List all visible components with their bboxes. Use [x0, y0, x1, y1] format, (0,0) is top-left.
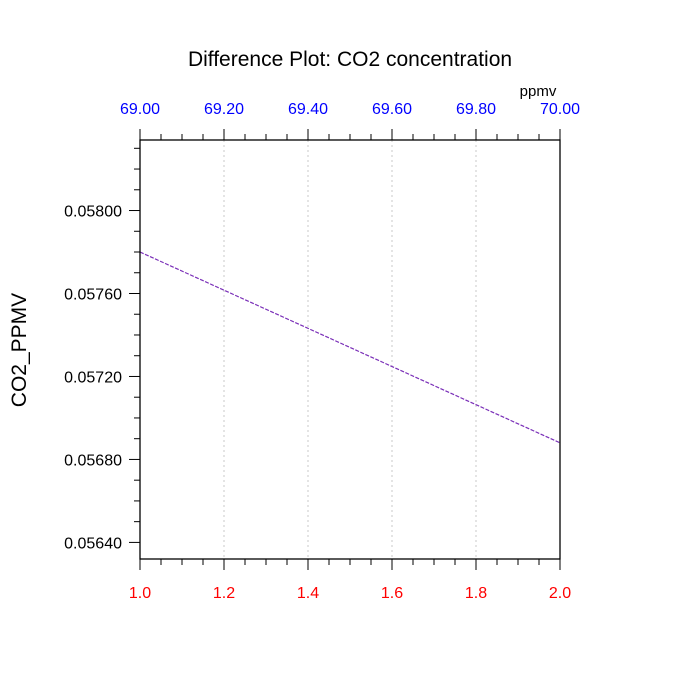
y-tick-label: 0.05640: [64, 535, 122, 552]
x-bottom-tick-label: 1.8: [465, 585, 487, 602]
y-axis-label: CO2_PPMV: [8, 293, 31, 407]
tick-labels: 1.0 1.2 1.4 1.6 1.8 2.0 69.00 69.20 69.40 69.60 69…: [64, 101, 580, 602]
x-top-tick-label: 69.00: [120, 101, 160, 118]
y-tick-label: 0.05760: [64, 286, 122, 303]
x-top-tick-label: 69.60: [372, 101, 412, 118]
y-tick-label: 0.05680: [64, 452, 122, 469]
x-bottom-tick-label: 1.4: [297, 585, 319, 602]
plot-series: [139, 251, 561, 444]
chart-title: Difference Plot: CO2 concentration: [188, 48, 512, 71]
x-top-tick-label: 70.00: [540, 101, 580, 118]
grid: [223, 140, 477, 559]
top-axis-label: ppmv: [520, 83, 557, 100]
x-top-tick-label: 69.20: [204, 101, 244, 118]
plot-frame: [139, 139, 561, 560]
x-bottom-tick-label: 1.2: [213, 585, 235, 602]
axis-ticks: [129, 129, 561, 570]
series-line: [139, 251, 561, 444]
x-bottom-tick-label: 2.0: [549, 585, 571, 602]
x-top-tick-label: 69.80: [456, 101, 496, 118]
x-bottom-tick-label: 1.6: [381, 585, 403, 602]
x-bottom-tick-label: 1.0: [129, 585, 151, 602]
x-top-tick-label: 69.40: [288, 101, 328, 118]
y-tick-label: 0.05800: [64, 204, 122, 221]
y-tick-label: 0.05720: [64, 369, 122, 386]
